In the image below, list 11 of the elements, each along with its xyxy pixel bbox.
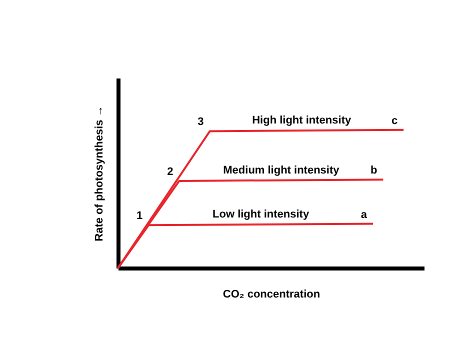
text: c bbox=[391, 114, 398, 127]
y-axis-title: Rate of photosynthesis → bbox=[94, 106, 106, 242]
annotation: a bbox=[360, 208, 368, 221]
annotation: b bbox=[370, 164, 378, 177]
text: 3 bbox=[198, 116, 204, 128]
series-label: Medium light intensity bbox=[223, 164, 340, 176]
annotation: 2 bbox=[167, 166, 174, 178]
x-axis-title: CO₂ concentration bbox=[222, 288, 320, 300]
series-label: High light intensity bbox=[252, 114, 352, 127]
series-label: Low light intensity bbox=[212, 208, 310, 220]
annotation: 1 bbox=[136, 210, 143, 222]
